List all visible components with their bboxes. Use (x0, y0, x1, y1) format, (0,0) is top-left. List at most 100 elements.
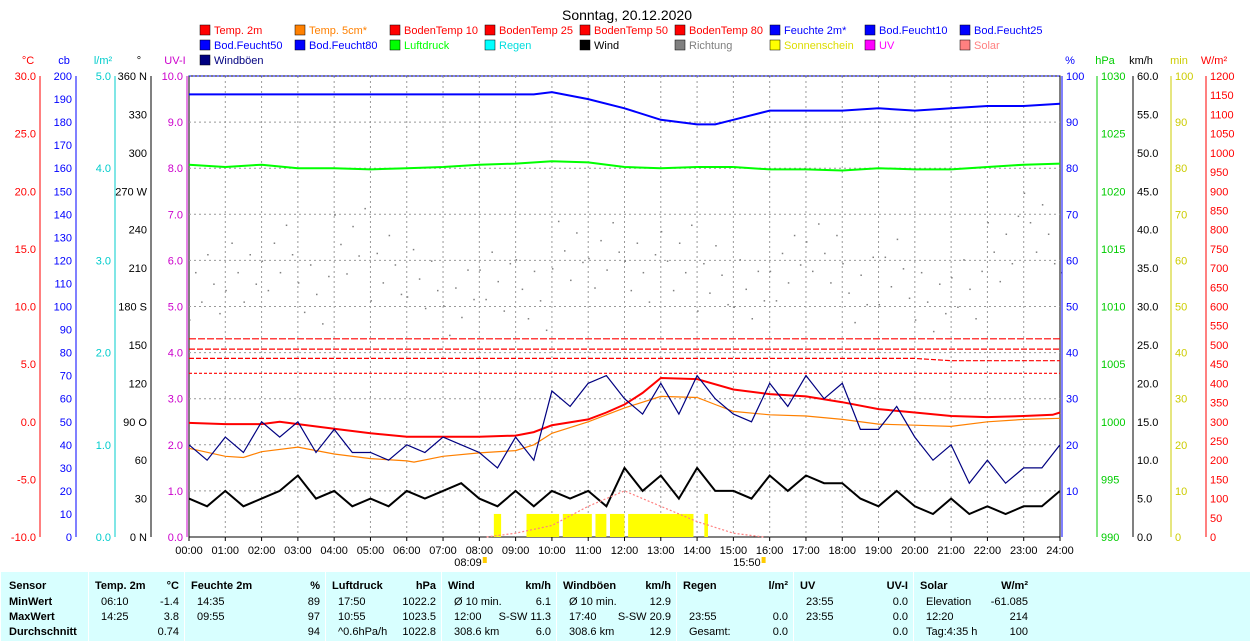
richtung-point (672, 289, 675, 292)
legend: Temp. 2m Temp. 5cm* BodenTemp 10 BodenTemp … (199, 24, 1043, 67)
stats-cell-value: 97 (307, 611, 320, 623)
richtung-point (999, 280, 1002, 283)
axis-tick-press: 990 (1101, 532, 1119, 544)
axis-tick-sun: 20 (1175, 440, 1187, 452)
axis-tick-solar: 400 (1210, 378, 1228, 390)
richtung-point (721, 274, 723, 276)
axis-tick-cb: 90 (60, 325, 72, 337)
axis-tick-sun: 50 (1175, 302, 1187, 314)
richtung-point (715, 245, 717, 247)
legend-swatch (199, 24, 211, 36)
sunshine-bar (628, 513, 694, 537)
legend-label: Bod.Feucht50 (214, 40, 283, 52)
richtung-point (703, 262, 705, 265)
stats-header: Wind (448, 580, 475, 592)
richtung-point (763, 300, 766, 302)
series-bodentemp-25 (189, 357, 1060, 362)
axis-unit-cb: cb (58, 55, 70, 67)
axis-tick-hum: 80 (1066, 163, 1078, 175)
axis-tick-dir: 300 (129, 148, 147, 160)
axis-tick-dir: 30 (135, 494, 147, 506)
richtung-point (521, 288, 524, 291)
richtung-point (539, 300, 542, 302)
richtung-point (455, 287, 457, 289)
stats-cell-label: 12:00 (454, 611, 482, 623)
axis-tick-hum: 70 (1066, 209, 1078, 221)
richtung-point (243, 301, 245, 303)
richtung-point (884, 256, 887, 259)
richtung-point (231, 242, 233, 244)
axis-tick-dir: 270 W (115, 186, 147, 198)
stats-cell-label: 14:25 (101, 611, 129, 623)
axis-tick-dir: 60 (135, 455, 147, 467)
axis-tick-wind: 50.0 (1137, 148, 1158, 160)
axis-tick-cb: 40 (60, 440, 72, 452)
axis-tick-uv: 10.0 (162, 71, 183, 83)
axis-tick-wind: 5.0 (1137, 494, 1152, 506)
axis-tick-dir: 180 S (118, 302, 147, 314)
legend-swatch (674, 39, 686, 51)
richtung-point (691, 224, 693, 227)
richtung-point (709, 292, 711, 294)
richtung-point (660, 230, 663, 233)
stats-cell-label: Gesamt: (689, 626, 731, 638)
stats-label-avg: Durchschnitt (9, 626, 77, 638)
richtung-point (201, 301, 203, 303)
richtung-point (697, 310, 699, 312)
axis-tick-solar: 900 (1210, 186, 1228, 198)
stats-cell-value: 1023.5 (402, 611, 436, 623)
axis-tick-solar: 600 (1210, 302, 1228, 314)
x-tick-label: 04:00 (320, 545, 348, 557)
richtung-point (854, 321, 856, 324)
legend-label: Bod.Feucht80 (309, 40, 378, 52)
stats-cell-label: Ø 10 min. (569, 596, 617, 608)
axis-tick-sun: 80 (1175, 163, 1187, 175)
richtung-point (890, 286, 893, 288)
richtung-point (576, 232, 578, 234)
legend-label: BodenTemp 80 (689, 25, 763, 37)
richtung-point (424, 307, 427, 310)
richtung-point (418, 278, 421, 280)
richtung-point (987, 221, 989, 224)
legend-swatch (769, 39, 781, 51)
stats-label-min: MinWert (9, 596, 53, 608)
richtung-point (449, 334, 451, 337)
stats-cell-label: Elevation (926, 596, 972, 608)
axis-tick-temp: -10.0 (11, 532, 36, 544)
richtung-point (872, 256, 874, 259)
axis-tick-dir: 150 (129, 340, 147, 352)
x-tick-label: 00:00 (175, 545, 203, 557)
axis-tick-cb: 80 (60, 348, 72, 360)
axis-tick-rain: 4.0 (96, 163, 111, 175)
stats-cell-label: 23:55 (689, 611, 717, 623)
richtung-point (267, 289, 270, 292)
richtung-point (739, 259, 741, 261)
axis-tick-hum: 20 (1066, 440, 1078, 452)
legend-label: Regen (499, 40, 531, 52)
legend-label: Solar (974, 40, 1000, 52)
axis-tick-wind: 0.0 (1137, 532, 1152, 544)
axis-tick-dir: 240 (129, 225, 147, 237)
stats-col-solar: Solar W/m² Elevation -61.085 12:20 214 Tag:4:3… (913, 572, 1034, 641)
richtung-point (297, 282, 300, 284)
richtung-point (981, 270, 983, 273)
richtung-point (896, 238, 899, 241)
stats-cell-label: 14:35 (197, 596, 225, 608)
richtung-point (860, 274, 862, 276)
axis-unit-wind: km/h (1129, 55, 1153, 67)
richtung-point (346, 273, 348, 275)
axis-tick-cb: 200 (54, 71, 72, 83)
stats-cell-value: 6.0 (535, 626, 551, 638)
richtung-point (769, 270, 772, 273)
richtung-point (527, 318, 530, 320)
richtung-point (207, 253, 209, 256)
legend-label: BodenTemp 10 (404, 25, 478, 37)
axis-tick-press: 995 (1101, 474, 1119, 486)
sun-marker (482, 557, 487, 563)
stats-header: Temp. 2m (95, 580, 146, 592)
richtung-point (551, 268, 554, 270)
axis-tick-wind: 40.0 (1137, 225, 1158, 237)
axis-tick-wind: 45.0 (1137, 186, 1158, 198)
axes: 00:00 01:00 02:00 03:00 04:00 05:00 06:00 07:00… (11, 55, 1235, 569)
legend-swatch (864, 24, 876, 36)
